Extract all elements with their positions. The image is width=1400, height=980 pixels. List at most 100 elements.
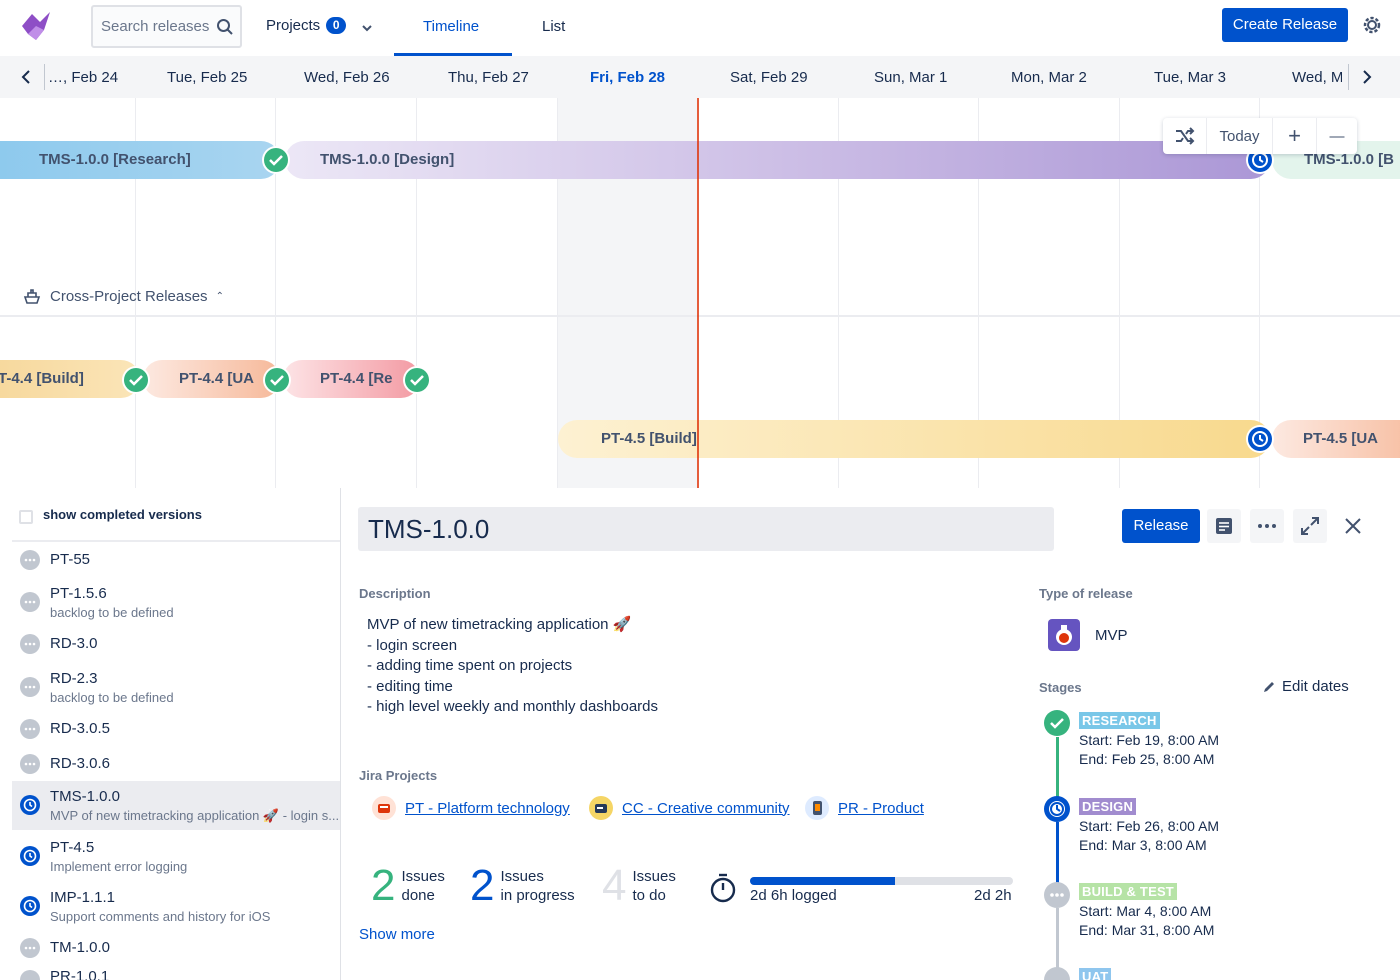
issues-in-progress-count: 2	[470, 861, 495, 910]
gear-icon[interactable]	[1360, 13, 1384, 37]
version-item[interactable]: IMP-1.1.1 Support comments and history f…	[12, 884, 340, 928]
mvp-type-icon	[1048, 619, 1080, 651]
today-button[interactable]: Today	[1207, 118, 1273, 154]
tab-timeline[interactable]: Timeline	[423, 18, 480, 35]
version-name: RD-3.0.5	[50, 720, 111, 737]
release-title-input[interactable]: TMS-1.0.0	[358, 507, 1054, 551]
version-name: TMS-1.0.0	[50, 788, 121, 805]
stopwatch-icon	[710, 873, 736, 903]
release-type-label: Type of release	[1039, 586, 1133, 601]
clock-in-progress-icon	[20, 795, 40, 815]
stage-end: End: Mar 3, 8:00 AM	[1079, 837, 1207, 853]
divider	[44, 64, 45, 90]
jira-project-link[interactable]: CC - Creative community	[588, 795, 790, 821]
version-description: Support comments and history for iOS	[50, 909, 271, 924]
check-done-icon	[263, 366, 291, 394]
version-name: TM-1.0.0	[50, 939, 111, 956]
version-item[interactable]: PT-4.5 Implement error logging	[12, 834, 340, 878]
version-item[interactable]: RD-3.0	[12, 628, 340, 660]
edit-dates-button[interactable]: Edit dates	[1262, 678, 1349, 695]
check-done-icon	[122, 366, 150, 394]
version-description: Implement error logging	[50, 859, 188, 874]
version-description: MVP of new timetracking application 🚀 - …	[50, 808, 340, 823]
shuffle-icon[interactable]	[1163, 118, 1207, 154]
version-item[interactable]: PT-55	[12, 543, 340, 575]
version-item[interactable]: RD-3.0.6	[12, 749, 340, 781]
issues-in-progress-label: Issues in progress	[500, 868, 575, 904]
jira-project-name[interactable]: PT - Platform technology	[405, 799, 570, 817]
search-input[interactable]: Search releases	[91, 5, 242, 48]
release-bar-pt44-re[interactable]: PT-4.4 [Re	[283, 360, 420, 398]
version-description: backlog to be defined	[50, 605, 174, 620]
tab-list[interactable]: List	[542, 18, 566, 35]
notes-icon[interactable]	[1207, 509, 1241, 543]
release-detail-panel: TMS-1.0.0 Release Description MVP of new…	[342, 488, 1400, 980]
issues-in-progress-stat[interactable]: 2 Issues in progress	[470, 864, 575, 908]
pending-icon	[20, 677, 40, 697]
version-name: PT-55	[50, 551, 91, 568]
version-name: PT-4.5	[50, 839, 95, 856]
close-icon[interactable]	[1336, 509, 1370, 543]
check-done-icon	[1044, 710, 1070, 736]
chevron-left-icon[interactable]	[17, 67, 37, 87]
stage-end: End: Mar 31, 8:00 AM	[1079, 922, 1215, 938]
description-line: - login screen	[367, 636, 458, 654]
version-name: PT-1.5.6	[50, 585, 107, 602]
projects-filter[interactable]: Projects 0	[266, 17, 347, 34]
version-name: PR-1.0.1	[50, 968, 110, 980]
expand-icon[interactable]	[1293, 509, 1327, 543]
release-bar-pt45-ua[interactable]: PT-4.5 [UA	[1272, 420, 1400, 458]
version-item[interactable]: PT-1.5.6 backlog to be defined	[12, 580, 340, 624]
time-logged-progress-bar	[750, 877, 1013, 885]
project-avatar-icon	[589, 796, 613, 820]
jira-project-name[interactable]: PR - Product	[838, 799, 924, 817]
jira-project-name[interactable]: CC - Creative community	[622, 799, 790, 817]
app-logo	[22, 12, 50, 40]
time-logged-text: 2d 6h logged	[750, 887, 837, 904]
version-item[interactable]: PR-1.0.1	[12, 966, 340, 980]
date-label: Wed, Feb 26	[304, 69, 390, 86]
current-time-line	[697, 98, 699, 488]
collapse-icon[interactable]: ⌃	[215, 291, 224, 302]
more-options-icon[interactable]	[1250, 509, 1284, 543]
release-bar-pt44-ua[interactable]: PT-4.4 [UA	[143, 360, 280, 398]
grid-line	[557, 98, 558, 488]
release-bar-tms-design[interactable]: TMS-1.0.0 [Design]	[285, 141, 1270, 179]
zoom-out-button[interactable]: —	[1329, 127, 1345, 145]
stage-end: End: Feb 25, 8:00 AM	[1079, 751, 1215, 767]
date-label: Tue, Feb 25	[167, 69, 248, 86]
show-completed-checkbox[interactable]	[19, 510, 33, 524]
release-bar-tms-research[interactable]: TMS-1.0.0 [Research]	[0, 141, 280, 179]
release-bar-pt45-build[interactable]: PT-4.5 [Build]	[558, 420, 1270, 458]
stage-tag-research: RESEARCH	[1079, 712, 1160, 729]
show-more-link[interactable]: Show more	[359, 926, 435, 943]
jira-project-link[interactable]: PR - Product	[804, 795, 924, 821]
grid-line	[416, 98, 417, 488]
cross-project-releases-header[interactable]: Cross-Project Releases ⌃	[22, 288, 224, 305]
project-avatar-icon	[805, 796, 829, 820]
chevron-down-icon[interactable]	[360, 21, 374, 35]
stage-tag-design: DESIGN	[1079, 798, 1137, 815]
versions-panel: show completed versions PT-55 PT-1.5.6 b…	[0, 488, 341, 980]
date-label: Wed, M	[1292, 69, 1342, 86]
create-release-button[interactable]: Create Release	[1222, 8, 1348, 42]
issues-to-do-stat[interactable]: 4 Issues to do	[602, 864, 676, 908]
release-button[interactable]: Release	[1122, 509, 1200, 543]
issues-done-stat[interactable]: 2 Issues done	[371, 864, 445, 908]
section-title-text: Cross-Project Releases	[50, 288, 208, 305]
version-item-selected[interactable]: TMS-1.0.0 MVP of new timetracking applic…	[12, 781, 340, 830]
date-header: …, Feb 24 Tue, Feb 25 Wed, Feb 26 Thu, F…	[0, 56, 1400, 98]
stage-start: Start: Feb 26, 8:00 AM	[1079, 818, 1220, 834]
timeline-canvas[interactable]: TMS-1.0.0 [Research] TMS-1.0.0 [Design] …	[0, 98, 1400, 488]
divider	[1348, 64, 1349, 90]
release-bar-pt44-build[interactable]: T-4.4 [Build]	[0, 360, 140, 398]
version-item[interactable]: TM-1.0.0	[12, 933, 340, 965]
stage-tag-uat: UAT	[1079, 968, 1112, 980]
zoom-in-button[interactable]: +	[1273, 118, 1317, 154]
jira-project-link[interactable]: PT - Platform technology	[371, 795, 570, 821]
description-text[interactable]: MVP of new timetracking application 🚀 - …	[367, 615, 658, 718]
version-item[interactable]: RD-3.0.5	[12, 714, 340, 746]
version-name: IMP-1.1.1	[50, 889, 116, 906]
version-item[interactable]: RD-2.3 backlog to be defined	[12, 665, 340, 709]
chevron-right-icon[interactable]	[1356, 67, 1376, 87]
